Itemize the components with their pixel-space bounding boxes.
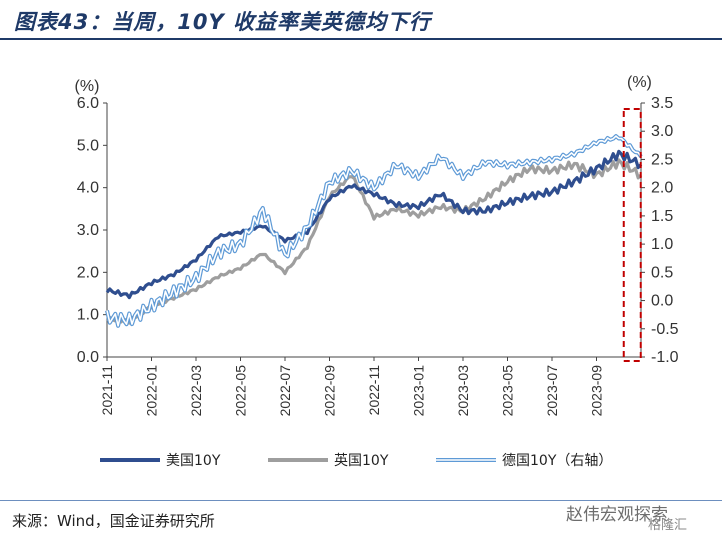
right-tick-label: 2.0	[651, 180, 673, 197]
x-tick-label: 2022-01	[144, 365, 160, 417]
right-tick-label: 2.5	[651, 151, 673, 168]
x-tick-label: 2021-11	[99, 365, 115, 416]
x-tick-label: 2023-07	[544, 365, 560, 417]
series-line-us10y	[105, 149, 643, 300]
legend-label: 美国10Y	[166, 453, 221, 469]
footer-divider	[0, 500, 722, 501]
title-divider	[0, 38, 722, 40]
watermark-logo-text: 格隆汇	[648, 518, 688, 533]
x-tick-label: 2023-05	[500, 365, 516, 417]
line-chart: 0.01.02.03.04.05.06.0(%)-1.0-0.50.00.51.…	[75, 74, 679, 469]
left-tick-label: 3.0	[77, 222, 99, 239]
right-tick-label: -0.5	[651, 321, 679, 338]
left-tick-label: 5.0	[77, 137, 99, 154]
right-tick-label: 0.0	[651, 293, 673, 310]
x-tick-label: 2022-07	[277, 365, 293, 417]
x-tick-label: 2022-03	[188, 365, 204, 417]
x-tick-label: 2022-11	[366, 365, 382, 416]
chart-legend: 美国10Y 英国10Y 德国10Y（右轴）	[100, 452, 612, 469]
left-tick-label: 6.0	[77, 95, 99, 112]
highlight-box	[622, 108, 642, 362]
left-tick-label: 1.0	[77, 307, 99, 324]
right-tick-label: 0.5	[651, 264, 673, 281]
series-line-uk10y	[105, 158, 643, 325]
right-tick-label: 3.0	[651, 123, 673, 140]
left-tick-label: 4.0	[77, 180, 99, 197]
source-note: 来源：Wind，国金证券研究所	[12, 512, 215, 530]
legend-label: 英国10Y	[334, 452, 389, 469]
left-axis-unit: (%)	[75, 78, 100, 95]
legend-label: 德国10Y（右轴）	[502, 453, 612, 469]
left-tick-label: 2.0	[77, 264, 99, 281]
series-line-de10y-inner	[106, 135, 642, 327]
chart-title: 图表43：当周，10Y 收益率美英德均下行	[14, 10, 431, 34]
right-tick-label: -1.0	[651, 349, 679, 366]
chart-series	[105, 134, 643, 328]
chart-axes: 0.01.02.03.04.05.06.0(%)-1.0-0.50.00.51.…	[75, 74, 679, 416]
x-tick-label: 2022-09	[322, 365, 338, 417]
watermark-text: 赵伟宏观探索	[566, 505, 668, 525]
x-tick-label: 2023-03	[455, 365, 471, 417]
x-tick-label: 2023-01	[411, 365, 427, 417]
x-tick-label: 2023-09	[589, 365, 605, 417]
right-axis-unit: (%)	[627, 74, 652, 91]
right-tick-label: 1.5	[651, 208, 673, 225]
x-tick-label: 2022-05	[233, 365, 249, 417]
right-tick-label: 3.5	[651, 95, 673, 112]
right-tick-label: 1.0	[651, 236, 673, 253]
left-tick-label: 0.0	[77, 349, 99, 366]
